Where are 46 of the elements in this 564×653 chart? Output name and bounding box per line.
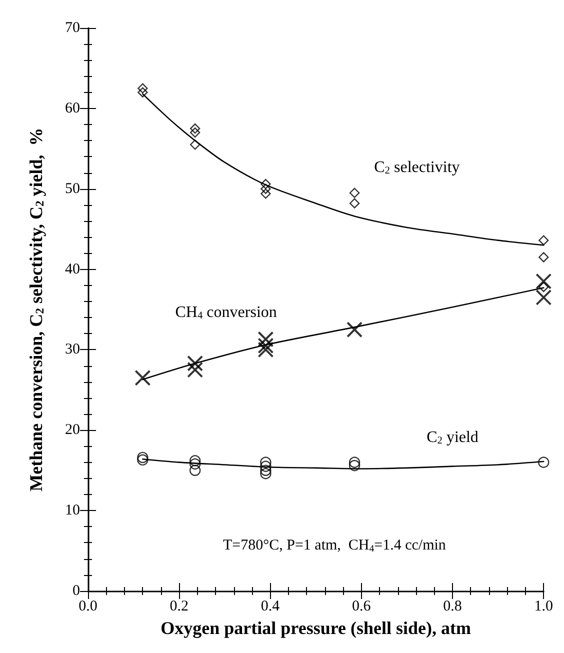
- x-tick-label: 0.6: [352, 598, 372, 614]
- point: [137, 454, 148, 466]
- y-tick-label: 60: [65, 100, 80, 116]
- point: [189, 464, 201, 476]
- point: [260, 460, 272, 472]
- x-tick-label: 0.0: [78, 598, 98, 614]
- x-tick-label: 0.2: [170, 598, 188, 614]
- point: [190, 123, 200, 134]
- point: [538, 282, 549, 292]
- point: [190, 140, 200, 150]
- point: [349, 198, 360, 208]
- point: [138, 87, 148, 98]
- y-axis-title: Methane conversion, C2 selectivity, C2 yield, %: [26, 128, 46, 492]
- point: [187, 362, 204, 378]
- y-tick-label: 10: [65, 502, 80, 519]
- point: [260, 468, 272, 480]
- point: [187, 355, 204, 372]
- point: [138, 83, 148, 94]
- point: [348, 460, 360, 472]
- y-tick-label: 40: [65, 261, 80, 278]
- point: [260, 178, 271, 190]
- x-axis-title: Oxygen partial pressure (shell side), atm: [160, 618, 471, 638]
- x-tick-label: 0.8: [443, 598, 462, 614]
- x-tick-label: 0.4: [260, 598, 280, 614]
- point: [538, 235, 549, 246]
- point: [348, 456, 360, 468]
- point: [538, 252, 549, 262]
- point: [260, 184, 271, 194]
- point: [349, 188, 360, 198]
- point: [260, 464, 272, 476]
- point: [189, 455, 201, 466]
- point: [260, 188, 271, 199]
- point: [134, 370, 151, 386]
- y-tick-label: 70: [65, 20, 80, 36]
- point: [190, 127, 200, 138]
- x-tick-label: 1.0: [534, 598, 553, 614]
- point: [346, 322, 363, 338]
- y-tick-label: 30: [65, 342, 80, 358]
- y-tick-label: 0: [72, 583, 80, 599]
- point: [260, 456, 272, 468]
- point: [258, 338, 274, 354]
- point: [137, 452, 148, 464]
- y-tick-label: 50: [65, 180, 80, 197]
- point: [538, 456, 550, 468]
- y-tick-label: 20: [65, 422, 80, 438]
- point: [189, 458, 201, 470]
